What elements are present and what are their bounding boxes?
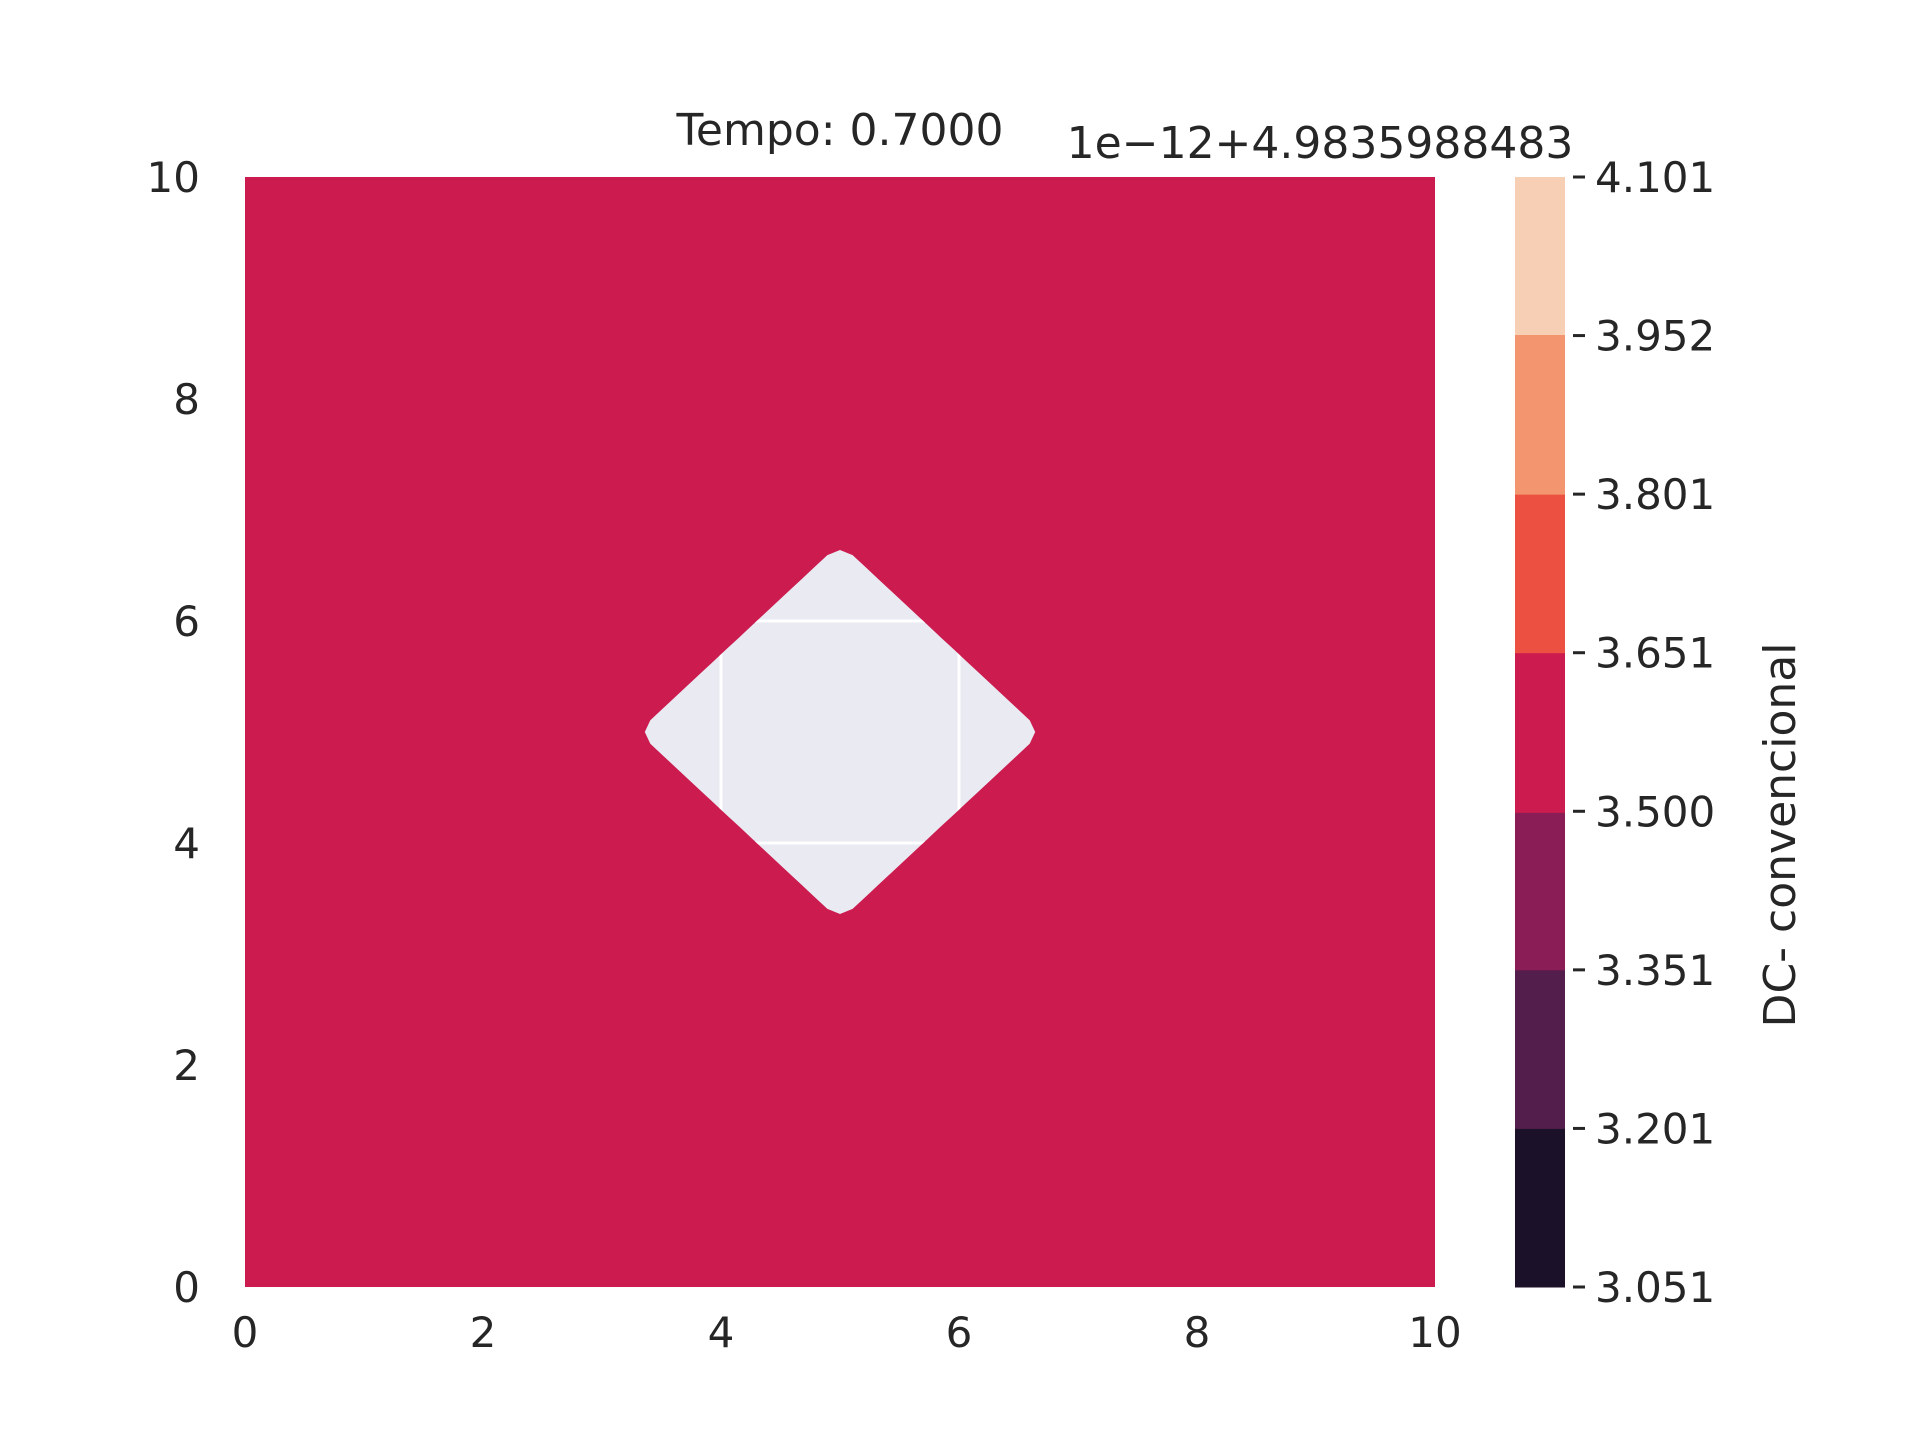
colorbar-segment — [1515, 652, 1565, 813]
y-tick-label: 4 — [173, 819, 200, 868]
x-tick-label: 6 — [946, 1308, 973, 1357]
colorbar-tick-label: 3.051 — [1595, 1263, 1715, 1312]
colorbar-tick-label: 3.201 — [1595, 1104, 1715, 1153]
colorbar-segment — [1515, 494, 1565, 654]
y-tick-label: 6 — [173, 597, 200, 646]
colorbar-tick-label: 3.500 — [1595, 787, 1715, 836]
colorbar-segment — [1515, 969, 1565, 1129]
colorbar-tick-label: 4.101 — [1595, 153, 1715, 202]
chart-title: Tempo: 0.7000 — [676, 105, 1004, 156]
colorbar-segment — [1515, 1128, 1565, 1288]
y-tick-label: 0 — [173, 1263, 200, 1312]
colorbar-segment — [1515, 334, 1565, 495]
x-tick-label: 2 — [470, 1308, 497, 1357]
grid-lines — [644, 550, 1036, 914]
plot-area — [245, 177, 1435, 1287]
y-tick-label: 8 — [173, 375, 200, 424]
colorbar-label: DC- convencional — [1755, 643, 1806, 1028]
x-tick-label: 0 — [232, 1308, 259, 1357]
x-tick-label: 4 — [708, 1308, 735, 1357]
colorbar-segment — [1515, 812, 1565, 971]
y-tick-label: 10 — [147, 153, 200, 202]
unfilled-region — [644, 550, 1036, 914]
x-tick-label: 8 — [1184, 1308, 1211, 1357]
colorbar-ticks: 3.051 3.201 3.351 3.500 3.651 3.801 3.952 4.101 — [1573, 153, 1715, 1312]
colorbar-tick-label: 3.801 — [1595, 470, 1715, 519]
colorbar — [1515, 177, 1565, 1288]
y-axis: 0 2 4 6 8 10 — [147, 153, 200, 1312]
colorbar-tick-label: 3.651 — [1595, 629, 1715, 678]
colorbar-tick-label: 3.351 — [1595, 946, 1715, 995]
y-tick-label: 2 — [173, 1041, 200, 1090]
x-axis: 0 2 4 6 8 10 — [232, 1308, 1462, 1357]
colorbar-offset-label: 1e−12+4.9835988483 — [1067, 118, 1574, 169]
colorbar-tick-label: 3.952 — [1595, 312, 1715, 361]
x-tick-label: 10 — [1408, 1308, 1461, 1357]
colorbar-segment — [1515, 177, 1565, 336]
